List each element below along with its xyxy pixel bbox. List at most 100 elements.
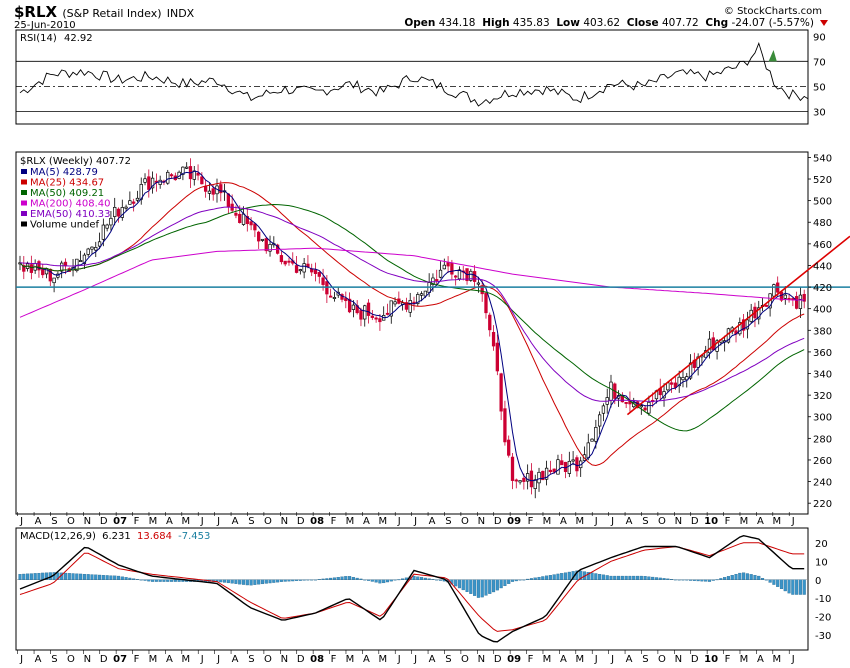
macd-hist-bar xyxy=(177,579,181,582)
candle-body xyxy=(82,254,87,264)
macd-hist-bar xyxy=(359,578,363,580)
macd-hist-bar xyxy=(22,573,26,580)
candle-body xyxy=(60,262,64,272)
month-label: D xyxy=(297,654,305,665)
month-label: A xyxy=(363,516,370,527)
symbol-title: $RLX (S&P Retail Index) INDX xyxy=(14,3,194,21)
macd-hist-bar xyxy=(537,576,541,580)
macd-hist-bar xyxy=(658,577,662,580)
macd-hist-bar xyxy=(154,579,158,582)
candle-body xyxy=(52,277,56,284)
month-label: A xyxy=(232,516,239,527)
month-label: M xyxy=(181,654,190,665)
macd-hist-bar xyxy=(143,579,147,581)
month-label: M xyxy=(740,654,749,665)
month-label: O xyxy=(658,654,666,665)
legend-swatch xyxy=(21,221,27,227)
macd-hist-bar xyxy=(279,579,283,582)
macd-hist-bar xyxy=(651,576,655,580)
month-label: O xyxy=(658,516,666,527)
macd-hist-bar xyxy=(313,579,318,581)
candle-body xyxy=(359,310,363,320)
symbol: $RLX xyxy=(14,3,58,21)
macd-hist-bar xyxy=(556,573,560,580)
macd-hist-bar xyxy=(635,575,640,580)
close-value: 407.72 xyxy=(661,17,699,29)
candle-body xyxy=(196,172,200,176)
macd-hist-bar xyxy=(298,579,302,581)
index-name: (S&P Retail Index) xyxy=(62,7,162,20)
macd-hist-bar xyxy=(56,572,60,580)
macd-hist-bar xyxy=(734,573,738,580)
candle-body xyxy=(571,459,575,462)
macd-hist-bar xyxy=(287,579,291,582)
macd-hist-bar xyxy=(605,575,609,580)
macd-signal-line xyxy=(19,542,805,632)
macd-hist-bar xyxy=(94,574,98,580)
macd-hist-bar xyxy=(609,575,613,580)
close-label: Close xyxy=(626,17,659,29)
macd-hist-bar xyxy=(723,577,727,580)
macd-hist-bar xyxy=(401,578,405,580)
month-label: S xyxy=(445,516,451,527)
month-label: 10 xyxy=(704,654,718,665)
candle-body xyxy=(472,271,477,282)
macd-hist-bar xyxy=(484,579,488,596)
macd-hist-bar xyxy=(617,575,621,580)
month-label: N xyxy=(478,654,485,665)
macd-hist-bar xyxy=(336,577,340,580)
macd-hist-bar xyxy=(742,572,746,580)
ma200-line xyxy=(19,247,805,318)
macd-hist-bar xyxy=(598,573,602,580)
candle-body xyxy=(147,176,151,190)
macd-hist-bar xyxy=(760,578,765,580)
candle-body xyxy=(393,301,397,305)
legend-swatch xyxy=(21,190,27,195)
month-label: O xyxy=(67,516,75,527)
macd-hist-bar xyxy=(332,577,336,580)
macd-hist-bar xyxy=(495,579,499,591)
candle-body xyxy=(366,302,371,316)
trend-line xyxy=(626,235,850,416)
month-label: D xyxy=(691,516,699,527)
candle-body xyxy=(518,480,522,483)
candle-body xyxy=(135,197,140,201)
candle-body xyxy=(279,255,284,263)
macd-hist-bar xyxy=(689,579,693,581)
month-label: F xyxy=(134,654,140,665)
candle-body xyxy=(37,261,41,271)
macd-hist-bar xyxy=(772,579,776,585)
macd-tick-label: -10 xyxy=(815,594,831,605)
candle-body xyxy=(704,350,708,358)
macd-hist-bar xyxy=(802,579,806,595)
rsi-tick-label: 90 xyxy=(813,32,826,43)
candle-body xyxy=(294,265,299,273)
macd-hist-bar xyxy=(677,579,681,581)
macd-hist-bar xyxy=(223,579,227,583)
macd-hist-bar xyxy=(412,575,416,580)
candle-body xyxy=(495,342,499,372)
macd-hist-bar xyxy=(291,579,295,582)
month-label: 09 xyxy=(507,654,521,665)
macd-hist-bar xyxy=(302,579,306,581)
macd-hist-bar xyxy=(363,579,367,581)
candle-body xyxy=(253,223,257,231)
candle-body xyxy=(491,331,496,347)
macd-hist-bar xyxy=(757,575,761,580)
macd-hist-bar xyxy=(473,579,477,596)
candle-body xyxy=(544,467,549,480)
price-panel xyxy=(15,151,809,515)
macd-panel xyxy=(15,527,809,651)
candle-body xyxy=(219,184,223,194)
candle-body xyxy=(321,277,325,285)
macd-hist-bar xyxy=(158,579,162,582)
macd-hist-bar xyxy=(245,579,249,586)
month-label: J xyxy=(413,654,417,665)
macd-hist-bar xyxy=(416,576,420,580)
macd-hist-bar xyxy=(465,579,469,592)
candle-body xyxy=(745,319,750,330)
macd-hist-bar xyxy=(173,579,177,582)
price-tick-label: 540 xyxy=(813,153,832,164)
candle-body xyxy=(533,479,537,489)
brand-link[interactable]: © StockCharts.com xyxy=(723,6,822,17)
